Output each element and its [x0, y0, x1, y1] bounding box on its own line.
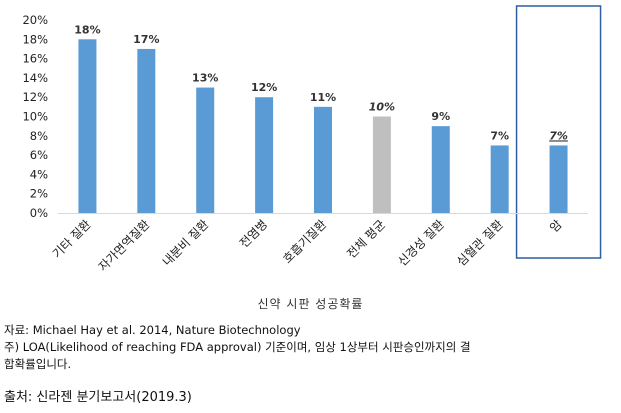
- bar: [314, 106, 332, 213]
- x-tick-label: 전체 평균: [344, 217, 388, 261]
- data-label: 17%: [133, 33, 159, 46]
- y-tick-label: 18%: [22, 32, 48, 46]
- bar: [490, 145, 509, 213]
- bar-chart: 0% 2% 4% 6% 8% 10% 12% 14% 16% 18% 20% 18% 기타 질환 17% 자…: [22, 5, 602, 274]
- source-reference: 자료: Michael Hay et al. 2014, Nature Biot…: [4, 323, 301, 337]
- data-label: 9%: [431, 110, 450, 123]
- bar: [196, 87, 215, 213]
- x-tick-label: 호흡기질환: [280, 217, 329, 266]
- bar: [78, 39, 97, 213]
- bar: [431, 126, 450, 213]
- bar: [372, 116, 391, 213]
- source-credit: 출처: 신라젠 분기보고서(2019.3): [4, 390, 192, 405]
- data-label: 7%: [490, 129, 509, 142]
- x-tick-label: 자가면역질환: [96, 217, 153, 274]
- notes-block: 자료: Michael Hay et al. 2014, Nature Biot…: [4, 322, 614, 373]
- highlight-box: [515, 5, 602, 259]
- footnote-line-continued: 합확률입니다.: [4, 357, 72, 371]
- footnote-line: 주) LOA(Likelihood of reaching FDA approv…: [4, 340, 471, 354]
- bar: [137, 48, 156, 214]
- data-label: 11%: [310, 91, 336, 104]
- y-tick-label: 12%: [22, 90, 48, 104]
- y-tick-label: 2%: [30, 187, 48, 201]
- bar: [549, 145, 568, 213]
- data-label: 10%: [369, 101, 395, 114]
- y-tick-label: 8%: [30, 129, 48, 143]
- y-tick-label: 4%: [30, 167, 48, 181]
- y-tick-label: 20%: [22, 13, 48, 27]
- x-tick-label: 심혈관 질환: [454, 217, 506, 269]
- x-tick-label: 기타 질환: [50, 217, 94, 261]
- y-tick-label: 14%: [22, 71, 48, 85]
- bar: [255, 97, 274, 213]
- x-tick-label: 내분비 질환: [160, 217, 212, 269]
- data-label: 12%: [251, 81, 277, 94]
- y-tick-label: 16%: [22, 52, 48, 66]
- chart-canvas: 0% 2% 4% 6% 8% 10% 12% 14% 16% 18% 20% 18% 기타 질환 17% 자…: [22, 5, 602, 274]
- x-tick-label: 신경성 질환: [395, 217, 447, 269]
- y-tick-label: 0%: [30, 206, 48, 220]
- y-tick-label: 10%: [22, 110, 48, 124]
- data-label: 18%: [74, 23, 100, 36]
- data-label: 13%: [192, 72, 218, 85]
- data-label: 7%: [549, 129, 568, 142]
- x-tick-label: 전염병: [237, 217, 270, 250]
- chart-caption: 신약 시판 성공확률: [257, 297, 364, 311]
- x-tick-label: 암: [547, 217, 565, 235]
- y-tick-label: 6%: [30, 148, 48, 162]
